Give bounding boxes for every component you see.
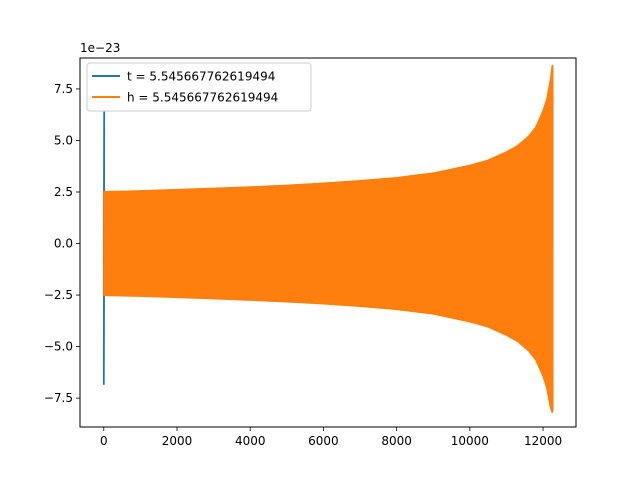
x-tick-label: 10000: [451, 434, 489, 448]
y-tick-label: 2.5: [54, 185, 73, 199]
x-tick-label: 0: [100, 434, 108, 448]
axes: 0 2000 4000 6000 8000 10000 12000 −7.5 −5.0 −2.5 0…: [44, 57, 577, 448]
legend-label: t = 5.545667762619494: [127, 70, 275, 84]
y-tick-label: −5.0: [44, 340, 73, 354]
axes-frame: [79, 57, 577, 428]
plot-area: [102, 64, 554, 414]
y-tick-label: 7.5: [54, 82, 73, 96]
legend-box: [86, 62, 312, 112]
y-tick-label: −2.5: [44, 288, 73, 302]
y-offset-label: 1e−23: [80, 41, 120, 55]
legend: t = 5.545667762619494 h = 5.5456677626194…: [86, 62, 312, 112]
x-tick-label: 6000: [308, 434, 339, 448]
y-tick-label: 5.0: [54, 133, 73, 147]
series-h-envelope: [103, 64, 554, 414]
y-tick-label: 0.0: [54, 237, 73, 251]
x-tick-label: 8000: [381, 434, 412, 448]
x-tick-label: 2000: [162, 434, 193, 448]
x-tick-label: 4000: [235, 434, 266, 448]
legend-label: h = 5.545667762619494: [127, 91, 278, 105]
y-tick-label: −7.5: [44, 391, 73, 405]
x-tick-label: 12000: [524, 434, 562, 448]
series-h-oscillation: [531, 65, 554, 413]
